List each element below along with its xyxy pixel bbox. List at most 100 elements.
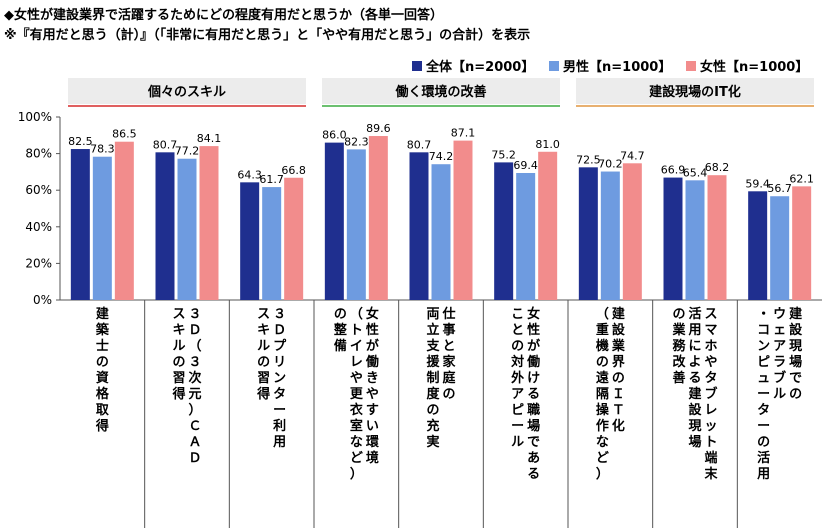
category-label-char: の: [511, 339, 524, 354]
category-label-char: ラ: [773, 355, 786, 370]
category-label-char: 性: [366, 322, 379, 338]
bar: [409, 152, 429, 300]
category-label-char: ス: [172, 307, 185, 322]
category-label-char: 環: [366, 435, 380, 450]
category-label-char: ル: [172, 339, 185, 354]
category-label-char: ュ: [757, 371, 770, 386]
category-label-char: 築: [95, 322, 110, 338]
category-label-char: ト: [350, 323, 363, 338]
category-label-char: 対: [510, 354, 524, 370]
y-tick-label: 20%: [25, 256, 52, 270]
category-label-char: 業: [611, 338, 626, 354]
category-label-char: け: [527, 371, 540, 386]
group-header-label: 個々のスキル: [147, 84, 226, 100]
category-label-char: 用: [756, 467, 770, 482]
category-label-char: 支: [425, 338, 440, 354]
bar: [368, 136, 388, 300]
data-label: 65.4: [683, 166, 708, 179]
category-label-char: 実: [426, 434, 439, 450]
category-label-char: の: [257, 355, 270, 370]
category-label-char: 女: [366, 306, 379, 322]
category-label-char: 習: [172, 371, 185, 386]
category-label-char: （: [188, 338, 201, 354]
legend-label-all: 全体【n=2000】: [426, 60, 535, 75]
group-header-bg: [68, 78, 306, 104]
bar: [240, 182, 260, 300]
data-label: 61.7: [259, 173, 284, 186]
category-label-char: レ: [704, 403, 717, 418]
category-label-char: 境: [366, 450, 379, 466]
bar: [155, 152, 175, 300]
data-label: 80.7: [407, 138, 432, 151]
category-label-char: 作: [596, 418, 609, 434]
category-label-char: が: [366, 338, 379, 354]
category-label-char: の: [442, 387, 455, 402]
category-label-char: い: [366, 419, 379, 434]
category-label-char: ス: [257, 307, 270, 322]
category-label-char: 士: [96, 338, 109, 354]
category-label-char: 活: [757, 450, 770, 466]
category-label-char: ル: [511, 435, 524, 450]
category-label-char: 衣: [350, 402, 363, 418]
category-label-char: ）: [188, 402, 201, 418]
category-label-char: の: [757, 435, 770, 450]
legend-item-female: 女性【n=1000】: [686, 56, 808, 75]
bar: [622, 163, 642, 300]
category-label-char: ウ: [773, 307, 786, 322]
category-label-char: 務: [672, 338, 686, 354]
category-label-char: る: [527, 387, 540, 402]
category-label-char: の: [172, 355, 185, 370]
category-label-char: の: [612, 371, 625, 386]
legend-label-male: 男性【n=1000】: [563, 60, 672, 75]
category-label-char: や: [366, 387, 379, 402]
category-label-char: ト: [704, 435, 717, 450]
category-label-char: 制: [426, 370, 439, 386]
data-label: 80.7: [153, 138, 178, 151]
data-label: 82.5: [68, 135, 93, 148]
category-label-char: ３: [188, 307, 201, 322]
category-label-char: ー: [757, 387, 770, 402]
data-label: 84.1: [197, 132, 222, 145]
category-label-char: 用: [272, 435, 286, 450]
data-label: 72.5: [576, 153, 601, 166]
bar: [453, 140, 473, 300]
category-label-char: 化: [612, 418, 625, 434]
category-label-char: や: [704, 355, 717, 370]
category-label-char: ー: [757, 419, 770, 434]
category-label-char: 更: [350, 387, 364, 402]
category-label-char: ア: [773, 339, 786, 354]
y-tick-label: 80%: [25, 147, 52, 161]
category-label-char: 建: [96, 306, 109, 322]
category-label-char: き: [366, 371, 379, 386]
bar: [792, 186, 812, 300]
category-label-char: 事: [442, 322, 455, 338]
category-label-char: Ａ: [188, 435, 201, 450]
category-label-char: 取: [96, 403, 110, 418]
category-label-char: Ｄ: [188, 451, 201, 466]
category-label-char: キ: [172, 323, 185, 338]
category-label-char: 界: [612, 354, 625, 370]
category-label-char: 場: [688, 434, 701, 450]
category-label-char: 建: [789, 306, 802, 322]
category-label-char: で: [789, 371, 802, 386]
legend-label-female: 女性【n=1000】: [700, 60, 809, 75]
category-label-char: な: [596, 435, 609, 450]
category-label-char: Ｃ: [188, 419, 201, 434]
category-label-char: 設: [789, 322, 803, 338]
category-label-char: マ: [704, 323, 717, 338]
category-label-char: る: [527, 467, 540, 482]
category-label-char: る: [688, 371, 701, 386]
category-label-char: ３: [188, 355, 201, 370]
category-label-char: ）: [350, 466, 363, 482]
category-label-char: タ: [273, 387, 286, 402]
category-label-char: ー: [511, 419, 524, 434]
group-header-bg: [576, 78, 814, 104]
bar: [324, 142, 344, 300]
data-label: 89.6: [366, 122, 391, 135]
category-label-char: 現: [688, 419, 701, 434]
category-label-char: ル: [257, 339, 270, 354]
category-label-char: ・: [757, 307, 770, 322]
data-label: 86.5: [112, 128, 137, 141]
category-label-char: 元: [188, 387, 201, 402]
data-label: 69.4: [513, 159, 538, 172]
